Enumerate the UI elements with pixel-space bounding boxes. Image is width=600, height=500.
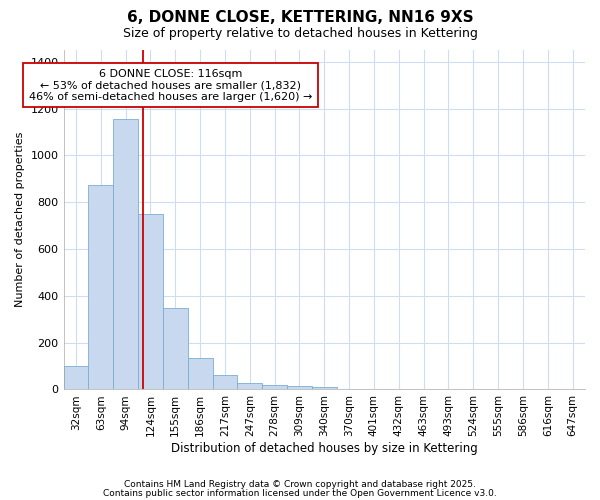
- Text: Size of property relative to detached houses in Kettering: Size of property relative to detached ho…: [122, 28, 478, 40]
- Text: Contains HM Land Registry data © Crown copyright and database right 2025.: Contains HM Land Registry data © Crown c…: [124, 480, 476, 489]
- Bar: [138, 214, 163, 390]
- Bar: [64, 366, 88, 390]
- Text: 6, DONNE CLOSE, KETTERING, NN16 9XS: 6, DONNE CLOSE, KETTERING, NN16 9XS: [127, 10, 473, 25]
- Bar: [212, 376, 238, 390]
- Bar: [287, 386, 312, 390]
- Bar: [188, 358, 212, 390]
- Bar: [113, 119, 138, 390]
- Text: Contains public sector information licensed under the Open Government Licence v3: Contains public sector information licen…: [103, 488, 497, 498]
- Bar: [163, 308, 188, 390]
- Bar: [262, 385, 287, 390]
- Bar: [312, 387, 337, 390]
- Bar: [88, 184, 113, 390]
- Bar: [238, 383, 262, 390]
- Y-axis label: Number of detached properties: Number of detached properties: [15, 132, 25, 308]
- X-axis label: Distribution of detached houses by size in Kettering: Distribution of detached houses by size …: [171, 442, 478, 455]
- Text: 6 DONNE CLOSE: 116sqm
← 53% of detached houses are smaller (1,832)
46% of semi-d: 6 DONNE CLOSE: 116sqm ← 53% of detached …: [29, 68, 312, 102]
